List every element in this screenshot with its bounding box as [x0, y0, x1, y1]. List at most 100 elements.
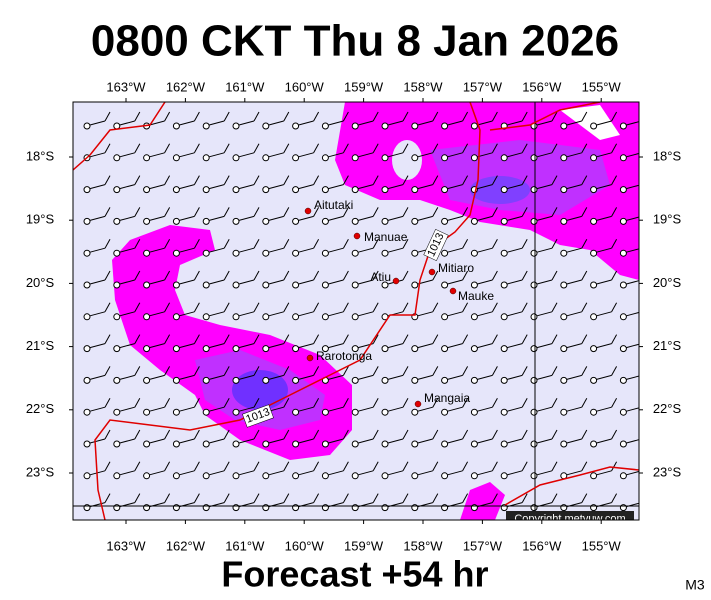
- barb-flag: [313, 207, 320, 217]
- wind-barb: [590, 397, 618, 416]
- barb-station: [232, 249, 240, 257]
- wind-barb: [232, 429, 260, 448]
- wind-barb: [83, 302, 111, 321]
- barb-flag: [253, 397, 260, 408]
- barb-flag: [134, 238, 141, 249]
- lon-label: 157°W: [463, 79, 503, 94]
- barb-flag: [581, 207, 588, 217]
- barb-flag: [342, 207, 349, 217]
- barb-shaft: [477, 215, 493, 221]
- barb-flag: [641, 112, 646, 121]
- barb-shaft: [596, 343, 612, 349]
- barb-flag: [223, 429, 230, 440]
- barb-station: [202, 376, 210, 384]
- barb-station: [411, 122, 419, 130]
- barb-shaft: [268, 374, 284, 380]
- barb-station: [351, 313, 359, 321]
- barb-flag: [223, 334, 230, 344]
- barb-station: [500, 345, 508, 353]
- barb-shaft: [358, 120, 374, 126]
- barb-shaft: [268, 470, 284, 476]
- barb-shaft: [328, 120, 344, 126]
- barb-station: [530, 217, 538, 225]
- isobar: [94, 102, 481, 520]
- wind-barb: [321, 461, 349, 480]
- barb-station: [292, 186, 300, 194]
- barb-station: [172, 313, 180, 321]
- barb-flag: [134, 461, 141, 472]
- barb-station: [590, 122, 598, 130]
- barb-station: [351, 345, 359, 353]
- wind-barb: [172, 429, 200, 448]
- barb-flag: [611, 175, 618, 185]
- barb-flag: [104, 366, 111, 376]
- barb-station: [83, 408, 91, 416]
- wind-barb: [202, 111, 230, 130]
- barb-station: [202, 122, 210, 130]
- barb-flag: [253, 270, 260, 281]
- place-dot: [449, 287, 457, 295]
- barb-station: [470, 345, 478, 353]
- barb-shaft: [179, 438, 195, 444]
- barb-shaft: [298, 470, 314, 476]
- barb-flag: [253, 175, 260, 185]
- barb-flag: [283, 270, 290, 281]
- barb-shaft: [238, 247, 255, 253]
- barb-shaft: [328, 152, 344, 158]
- barb-shaft: [596, 215, 612, 221]
- barb-shaft: [477, 374, 493, 380]
- barb-station: [232, 408, 240, 416]
- barb-flag: [342, 175, 349, 185]
- barb-station: [292, 281, 300, 289]
- barb-shaft: [149, 343, 165, 349]
- barb-flag: [641, 239, 646, 248]
- barb-shaft: [89, 215, 106, 221]
- barb-station: [351, 472, 359, 480]
- wind-barb: [83, 334, 111, 353]
- barb-shaft: [149, 438, 165, 444]
- barb-shaft: [209, 406, 225, 412]
- barb-flag: [283, 143, 290, 154]
- barb-station: [441, 472, 449, 480]
- barb-station: [381, 408, 389, 416]
- wind-barb: [143, 334, 171, 353]
- wind-barb: [560, 207, 588, 225]
- barb-flag: [313, 143, 320, 154]
- barb-station: [560, 217, 568, 225]
- barb-station: [560, 281, 568, 289]
- barb-shaft: [298, 152, 314, 158]
- wind-barb: [83, 175, 111, 194]
- barb-flag: [253, 302, 260, 313]
- barb-station: [590, 281, 598, 289]
- wind-barb: [470, 143, 498, 162]
- barb-flag: [521, 493, 528, 503]
- wind-barb: [83, 366, 111, 384]
- place-dot: [353, 232, 361, 240]
- barb-shaft: [536, 406, 553, 412]
- barb-shaft: [119, 279, 135, 285]
- barb-flag: [611, 461, 618, 472]
- barb-flag: [581, 175, 588, 185]
- barb-flag: [491, 111, 498, 122]
- barb-flag: [283, 302, 290, 313]
- lon-label: 155°W: [582, 538, 622, 553]
- wind-barb: [470, 397, 498, 416]
- wind-barb: [83, 397, 111, 416]
- barb-flag: [223, 461, 230, 472]
- barb-flag: [521, 238, 528, 249]
- barb-flag: [193, 461, 200, 472]
- barb-shaft: [447, 406, 463, 412]
- barb-flag: [313, 461, 320, 472]
- wind-barb: [590, 366, 618, 384]
- barb-station: [381, 376, 389, 384]
- barb-flag: [402, 461, 409, 472]
- lon-label: 158°W: [403, 538, 443, 553]
- wind-barb: [441, 366, 469, 384]
- wind-barb: [172, 143, 200, 162]
- barb-flag: [223, 207, 230, 217]
- wind-barb: [143, 175, 171, 194]
- barb-shaft: [358, 279, 374, 285]
- barb-flag: [521, 397, 528, 408]
- wind-barb: [143, 302, 171, 321]
- wind-barb: [590, 111, 618, 130]
